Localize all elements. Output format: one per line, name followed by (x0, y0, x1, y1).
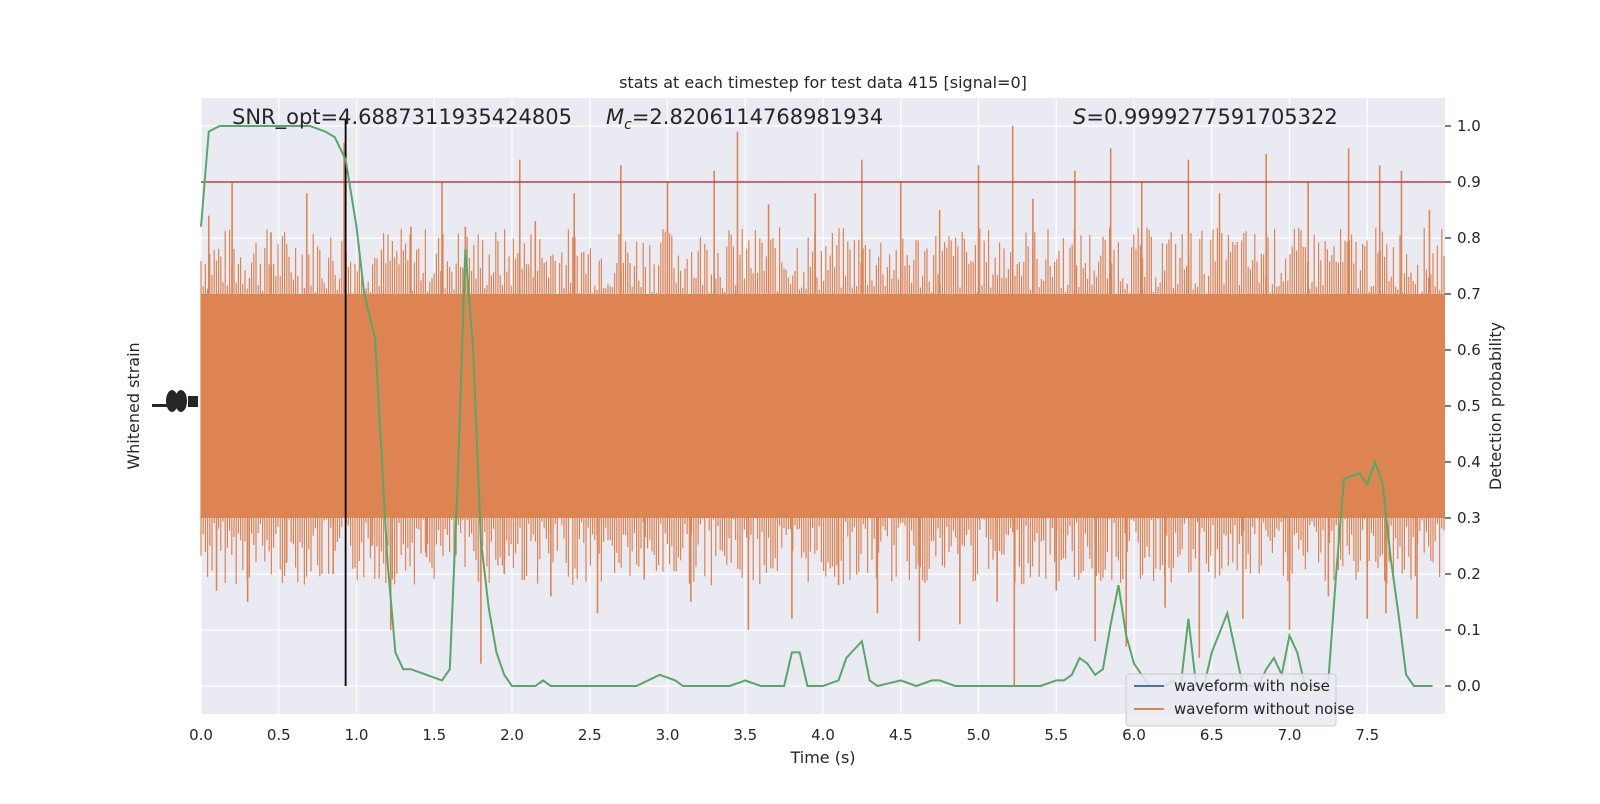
y-axis-ticks: 0.0 0.1 0.2 0.3 0.4 0.5 0.6 0.7 0.8 0.9 1.0 (1445, 117, 1481, 695)
s-symbol: S (1073, 105, 1086, 129)
left-axis-overlap-glyphs (152, 390, 198, 412)
x-tick-label: 3.5 (733, 726, 757, 744)
x-tick-label: 0.5 (267, 726, 291, 744)
y-tick-label: 0.5 (1457, 397, 1481, 415)
y-tick-label: 0.9 (1457, 173, 1481, 191)
legend-label-with-noise: waveform with noise (1174, 677, 1330, 695)
x-tick-label: 7.5 (1355, 726, 1379, 744)
x-tick-label: 3.0 (656, 726, 680, 744)
x-tick-label: 4.5 (889, 726, 913, 744)
x-tick-label: 7.0 (1278, 726, 1302, 744)
snr-annotation: SNR_opt=4.6887311935424805 (232, 105, 572, 130)
y-tick-label: 0.3 (1457, 509, 1481, 527)
y-tick-label: 0.7 (1457, 285, 1481, 303)
chart-title: stats at each timestep for test data 415… (619, 73, 1027, 92)
y-tick-label: 0.1 (1457, 621, 1481, 639)
y-tick-label: 0.2 (1457, 565, 1481, 583)
x-tick-label: 2.0 (500, 726, 524, 744)
y-tick-label: 0.6 (1457, 341, 1481, 359)
legend-label-without-noise: waveform without noise (1174, 700, 1354, 718)
x-tick-label: 4.0 (811, 726, 835, 744)
x-axis-label: Time (s) (789, 748, 855, 767)
detection-probability-polyline (200, 125, 1433, 688)
chirp-mass-subscript: c (624, 117, 632, 133)
legend-box (1125, 673, 1337, 727)
y-tick-label: 0.8 (1457, 229, 1481, 247)
x-tick-label: 0.0 (189, 726, 213, 744)
y-axis-label-left: Whitened strain (124, 342, 143, 469)
x-tick-label: 6.0 (1122, 726, 1146, 744)
y-axis-label-right: Detection probability (1486, 322, 1505, 490)
x-tick-label: 5.0 (967, 726, 991, 744)
legend: waveform with noise waveform without noi… (1125, 673, 1354, 727)
y-tick-label: 1.0 (1457, 117, 1481, 135)
x-tick-label: 1.0 (345, 726, 369, 744)
chirp-mass-value: =2.8206114768981934 (632, 105, 883, 129)
x-tick-label: 1.5 (422, 726, 446, 744)
y-tick-label: 0.0 (1457, 677, 1481, 695)
x-tick-label: 2.5 (578, 726, 602, 744)
waveform-band (200, 126, 1445, 686)
x-axis-ticks: 0.0 0.5 1.0 1.5 2.0 2.5 3.0 3.5 4.0 4.5 5.0 5.5 6.0 6… (189, 726, 1379, 744)
chirp-mass-annotation: Mc=2.8206114768981934 (606, 105, 883, 133)
y-tick-label: 0.4 (1457, 453, 1481, 471)
detection-probability-line (200, 125, 1433, 688)
x-tick-label: 5.5 (1044, 726, 1068, 744)
chirp-mass-symbol: M (606, 105, 624, 129)
s-value: =0.9999277591705322 (1086, 105, 1337, 129)
x-tick-label: 6.5 (1200, 726, 1224, 744)
s-annotation: S=0.9999277591705322 (1073, 105, 1338, 129)
